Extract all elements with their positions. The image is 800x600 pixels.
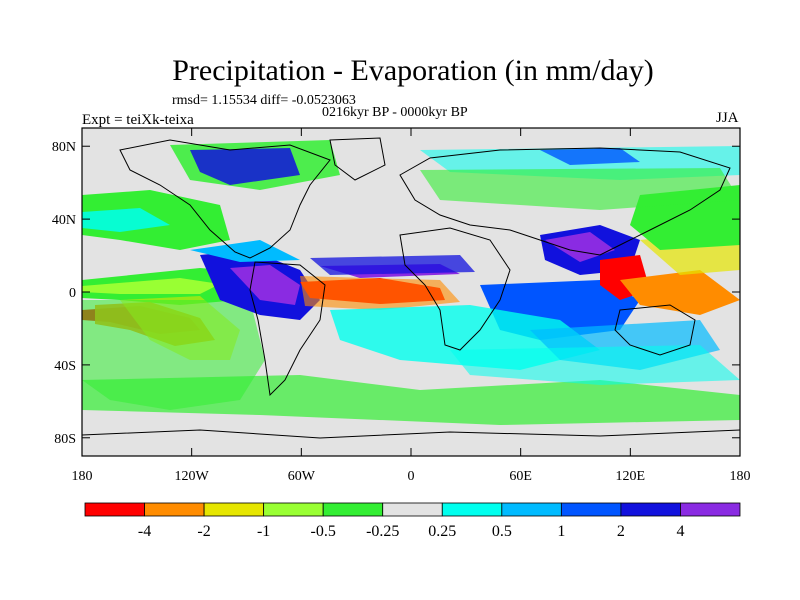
australia-outline <box>614 304 696 356</box>
experiment-label: Expt = teiXk-teixa <box>82 112 194 128</box>
colorbar-label: 2 <box>617 523 625 540</box>
patch-cyan-southern <box>450 345 740 385</box>
y-tick-label: 80S <box>54 432 76 447</box>
patch-cyan <box>190 240 300 262</box>
patch-green-eurasia <box>420 168 740 210</box>
colorbar-label: -0.25 <box>366 523 399 540</box>
north-america-outline <box>119 139 331 259</box>
patch-purple <box>230 265 300 305</box>
patch-blue-arctic <box>190 148 300 185</box>
plot-title: Precipitation - Evaporation (in mm/day) <box>172 54 654 87</box>
colorbar-swatch <box>203 502 265 517</box>
x-tick-label: 120E <box>616 469 646 484</box>
x-tick-label: 60E <box>509 469 532 484</box>
coastlines <box>82 137 740 439</box>
greenland-outline <box>329 137 386 181</box>
europe-asia-outline <box>399 147 731 256</box>
patch-orange-atlantic <box>300 276 460 310</box>
x-tick-label: 120W <box>175 469 210 484</box>
x-tick-label: 180 <box>730 469 751 484</box>
colorbar-swatch <box>441 502 503 517</box>
period-text: 0216kyr BP - 0000kyr BP <box>322 105 468 120</box>
south-america-outline <box>249 261 326 397</box>
colorbar: -4 -2 -1 -0.5 -0.25 0.25 0.5 1 2 4 <box>84 502 741 540</box>
colorbar-label: -4 <box>138 523 151 540</box>
colorbar-swatch <box>620 502 681 517</box>
patch-blue-siberia <box>540 148 640 165</box>
season-label: JJA <box>716 110 739 126</box>
antarctica-outline <box>82 429 740 439</box>
colorbar-swatch <box>680 502 741 517</box>
x-tick-label: 180 <box>72 469 93 484</box>
patch-cyan-npacific <box>82 208 170 232</box>
y-tick-label: 80N <box>52 140 76 155</box>
x-tick-label: 60W <box>288 469 316 484</box>
colorbar-label: -2 <box>197 523 210 540</box>
y-tick-label: 40S <box>54 359 76 374</box>
colorbar-label: -0.5 <box>311 523 336 540</box>
colorbar-swatch <box>84 502 145 517</box>
colorbar-label: 4 <box>676 523 684 540</box>
colorbar-swatch <box>382 502 443 517</box>
colorbar-swatch <box>501 502 562 517</box>
colorbar-label: 0.25 <box>428 523 456 540</box>
patch-blue-atlantic <box>310 255 475 275</box>
stats-text: rmsd= 1.15534 diff= -0.0523063 <box>172 93 356 108</box>
map-axes: 80N 40N 0 40S 80S 180 120W 60W 0 60E 120E 180 <box>52 128 751 484</box>
data-patches <box>82 140 740 425</box>
y-tick-label: 0 <box>69 286 76 301</box>
colorbar-swatch <box>144 502 205 517</box>
y-tick-label: 40N <box>52 213 76 228</box>
colorbar-label: 1 <box>557 523 565 540</box>
colorbar-label: 0.5 <box>492 523 512 540</box>
colorbar-swatch <box>263 502 324 517</box>
colorbar-swatch <box>322 502 384 517</box>
colorbar-swatch <box>560 502 622 517</box>
x-tick-label: 0 <box>408 469 415 484</box>
africa-outline <box>399 227 511 351</box>
colorbar-label: -1 <box>257 523 270 540</box>
patch-orange-west-pacific <box>620 270 740 315</box>
patch-green-southern <box>82 375 740 425</box>
patch-lightgreen <box>82 278 220 294</box>
